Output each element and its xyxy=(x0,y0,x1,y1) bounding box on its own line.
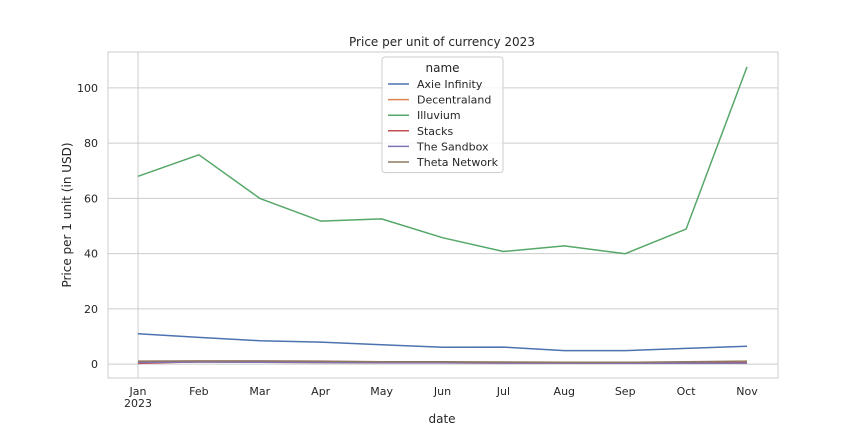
x-tick-label: Jan xyxy=(129,385,147,398)
x-tick-label: Apr xyxy=(311,385,331,398)
legend-entry: The Sandbox xyxy=(416,140,489,153)
x-tick-label: Feb xyxy=(189,385,208,398)
legend-entry: Illuvium xyxy=(417,109,461,122)
y-tick-label: 80 xyxy=(84,137,98,150)
x-tick-label: Jun xyxy=(433,385,451,398)
y-tick-label: 60 xyxy=(84,192,98,205)
plot-border xyxy=(107,51,779,379)
x-tick-label: May xyxy=(370,385,393,398)
legend-entry: Axie Infinity xyxy=(417,78,483,91)
series-line-the-sandbox xyxy=(137,361,748,364)
y-tick-label: 0 xyxy=(91,358,98,371)
legend-entry: Stacks xyxy=(417,125,453,138)
legend-entry: Decentraland xyxy=(417,94,491,107)
x-axis-label: date xyxy=(428,412,455,426)
x-tick-label: Jul xyxy=(496,385,510,398)
legend-box xyxy=(381,56,504,174)
axis-ticks: 0 20 40 60 80 100 Jan Feb Mar Apr May Jun Jul Aug Sep O… xyxy=(77,82,758,410)
x-tick-label: Sep xyxy=(615,385,636,398)
legend: name Axie Infinity Decentraland Illuvium Sta… xyxy=(381,56,504,174)
x-tick-label: Aug xyxy=(554,385,575,398)
series-lines xyxy=(137,66,748,365)
y-tick-label: 40 xyxy=(84,248,98,261)
y-tick-label: 100 xyxy=(77,82,98,95)
series-line-axie-infinity xyxy=(137,333,748,352)
chart-title: Price per unit of currency 2023 xyxy=(349,35,535,49)
y-tick-label: 20 xyxy=(84,303,98,316)
plot-frame xyxy=(107,51,779,379)
legend-title: name xyxy=(425,61,459,75)
x-tick-label: Mar xyxy=(249,385,270,398)
series-line-theta-network xyxy=(137,360,748,364)
x-tick-label: Nov xyxy=(736,385,758,398)
x-tick-year-label: 2023 xyxy=(124,397,152,410)
series-line-illuvium xyxy=(137,66,748,255)
legend-entry: Theta Network xyxy=(416,156,499,169)
y-axis-label: Price per 1 unit (in USD) xyxy=(60,142,74,287)
x-tick-label: Oct xyxy=(677,385,697,398)
